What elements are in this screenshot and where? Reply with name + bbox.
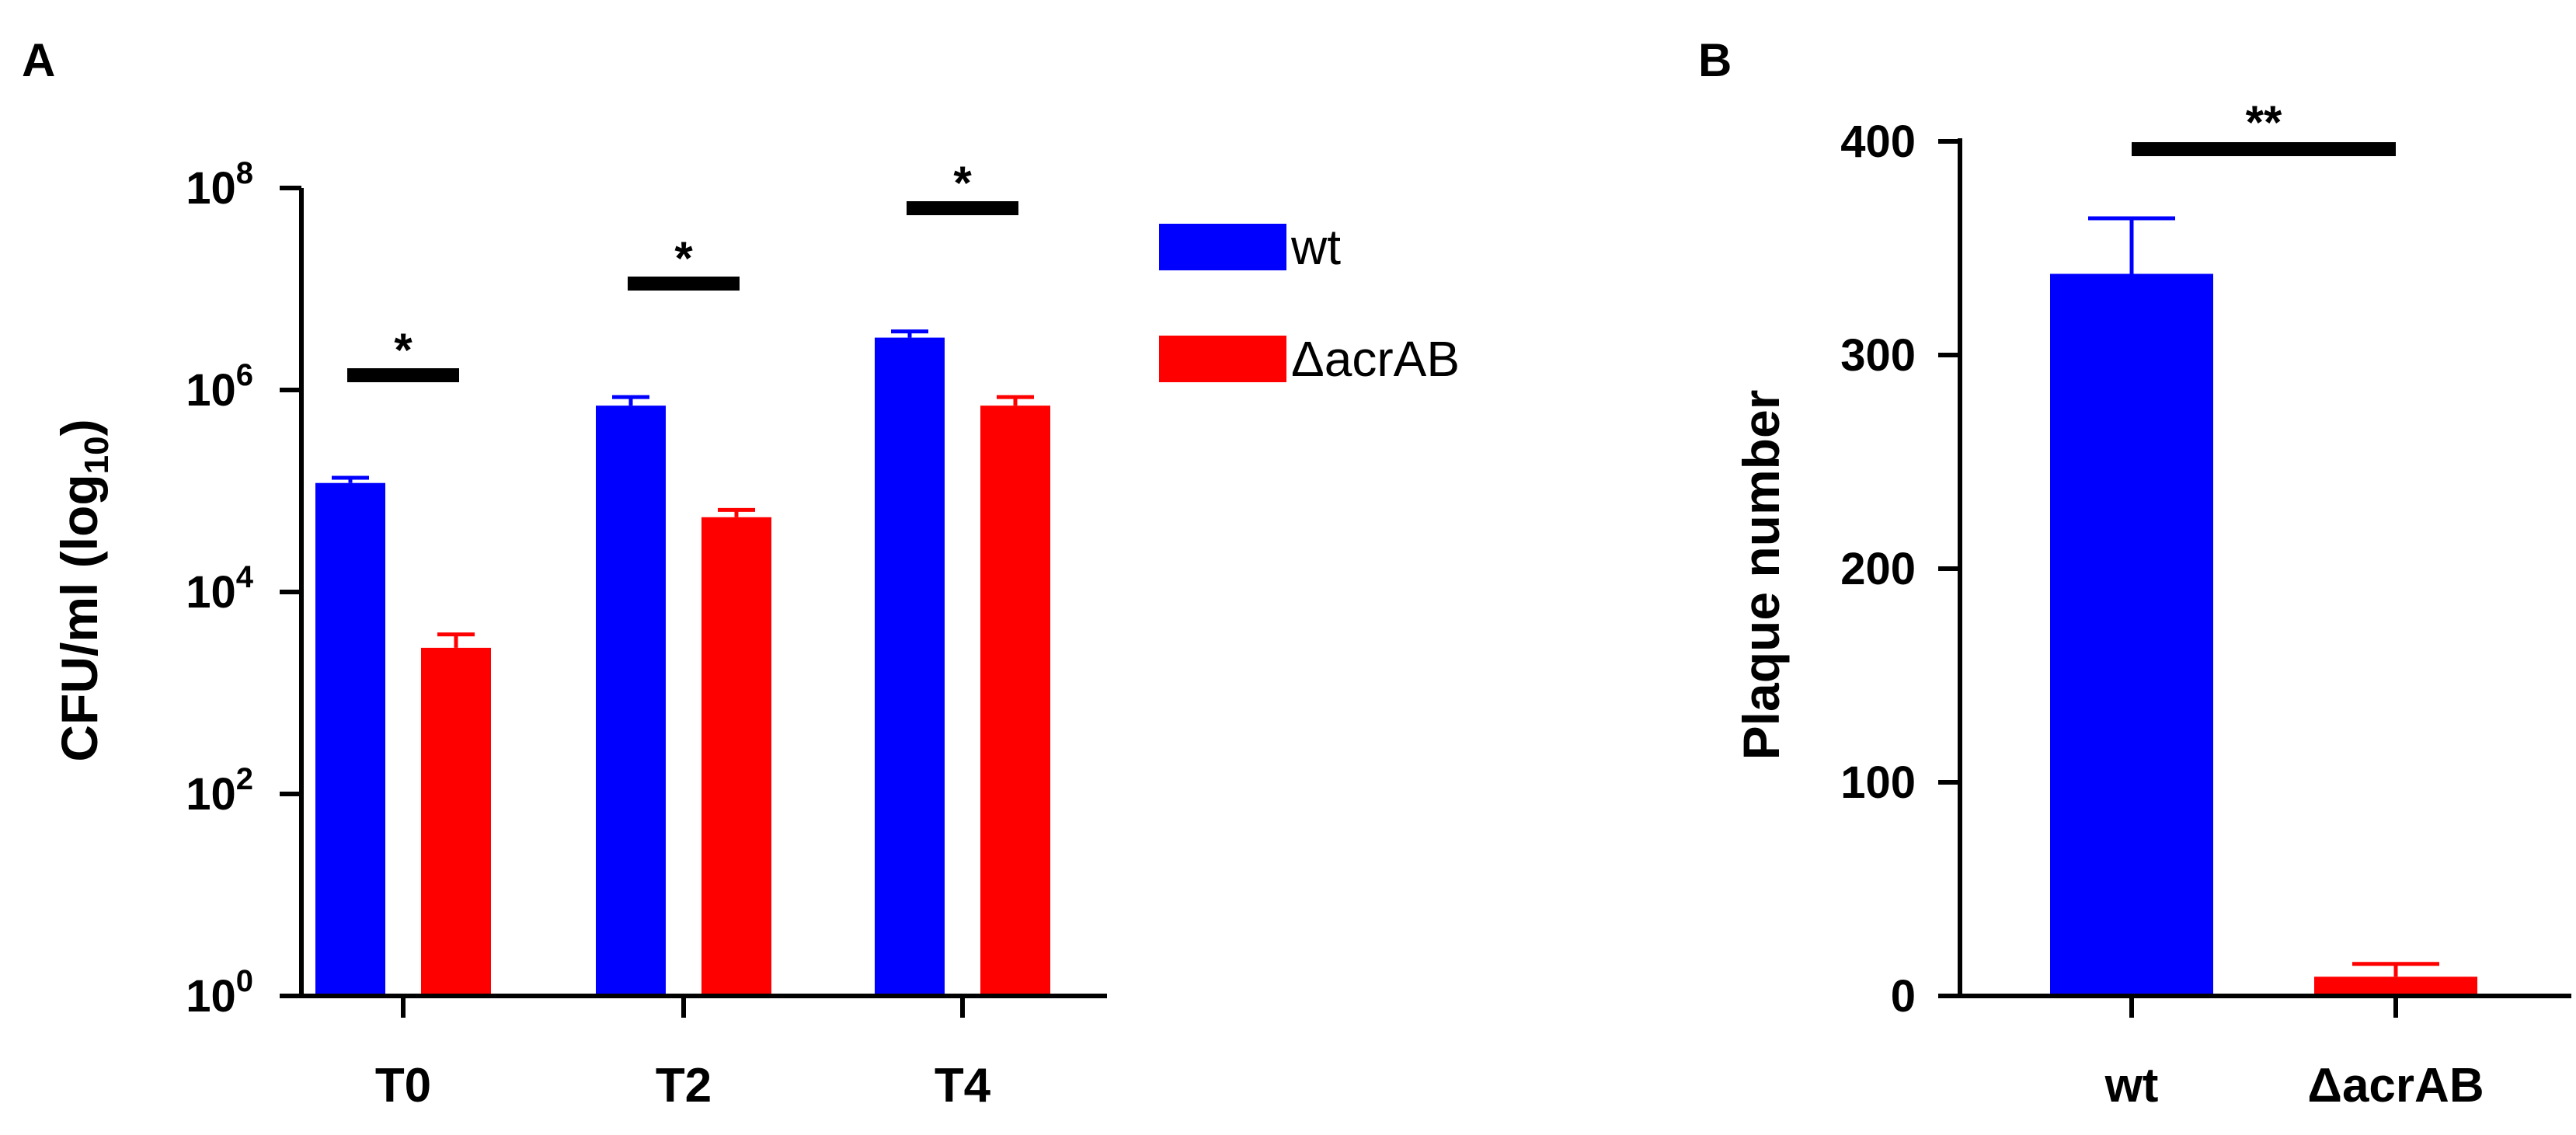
- x-tick-label-a-t2: T2: [656, 1059, 712, 1112]
- panel-b-y-ticks: 0 100 200 300 400: [1840, 117, 1960, 1022]
- y-tick-label-a: 106: [186, 358, 253, 416]
- y-tick-label-b: 0: [1891, 971, 1916, 1022]
- y-tick-label-a: 102: [186, 762, 253, 820]
- y-tick-label-b: 400: [1840, 117, 1916, 167]
- bar-b-wt: [2050, 273, 2213, 996]
- panel-b-significance: **: [2132, 96, 2396, 156]
- panel-a-bars: [315, 337, 1050, 996]
- y-tick-label-b: 200: [1840, 544, 1916, 594]
- y-tick-label-b: 100: [1840, 757, 1916, 808]
- panel-b-y-axis-title: Plaque number: [1732, 390, 1790, 761]
- legend-label-wt: wt: [1290, 219, 1341, 275]
- x-tick-label-b-acrab: ΔacrAB: [2307, 1059, 2484, 1112]
- panel-b-bars: [2050, 273, 2477, 996]
- panel-a-x-ticks: T0 T2 T4: [375, 996, 991, 1112]
- panel-a-label: A: [22, 34, 55, 86]
- bar-a-acrab-t2: [701, 517, 771, 996]
- y-tick-label-a: 100: [186, 964, 253, 1022]
- panel-a-y-axis-title: CFU/ml (log10): [50, 419, 116, 761]
- legend: wt ΔacrAB: [1159, 219, 1460, 387]
- significance-star-a-t2: *: [674, 232, 693, 284]
- x-tick-label-a-t4: T4: [935, 1059, 991, 1112]
- y-tick-label-a: 108: [186, 156, 253, 214]
- panel-b-error-bars: [2088, 216, 2439, 977]
- bar-b-acrab: [2314, 977, 2477, 996]
- x-tick-label-a-t0: T0: [375, 1059, 431, 1112]
- bar-a-wt-t0: [315, 482, 385, 996]
- panel-a-chart: * * * 100 102 104 106 108 T0 T2 T4 CFU/ml (log10…: [50, 156, 1460, 1112]
- legend-label-acrab: ΔacrAB: [1291, 331, 1460, 387]
- bar-a-wt-t4: [875, 337, 945, 996]
- panel-b-chart: ** 0 100 200 300 400 wt ΔacrAB Plaque number: [1732, 96, 2571, 1112]
- y-tick-label-b: 300: [1840, 330, 1916, 381]
- bar-a-acrab-t0: [421, 647, 491, 996]
- panel-b-label: B: [1698, 34, 1732, 86]
- y-tick-label-a: 104: [186, 560, 254, 618]
- legend-swatch-acrab: [1159, 336, 1286, 382]
- panel-a-significance: * * *: [347, 157, 1018, 382]
- legend-swatch-wt: [1159, 224, 1286, 270]
- panel-a-y-ticks: 100 102 104 106 108: [186, 156, 301, 1022]
- bar-a-acrab-t4: [980, 406, 1050, 996]
- panel-a-error-bars: [332, 329, 1034, 648]
- significance-star-b: **: [2246, 96, 2282, 148]
- significance-star-a-t0: *: [394, 324, 413, 376]
- panel-b-x-ticks: wt ΔacrAB: [2104, 996, 2484, 1112]
- significance-star-a-t4: *: [953, 157, 972, 209]
- x-tick-label-b-wt: wt: [2104, 1059, 2159, 1112]
- bar-a-wt-t2: [596, 406, 666, 996]
